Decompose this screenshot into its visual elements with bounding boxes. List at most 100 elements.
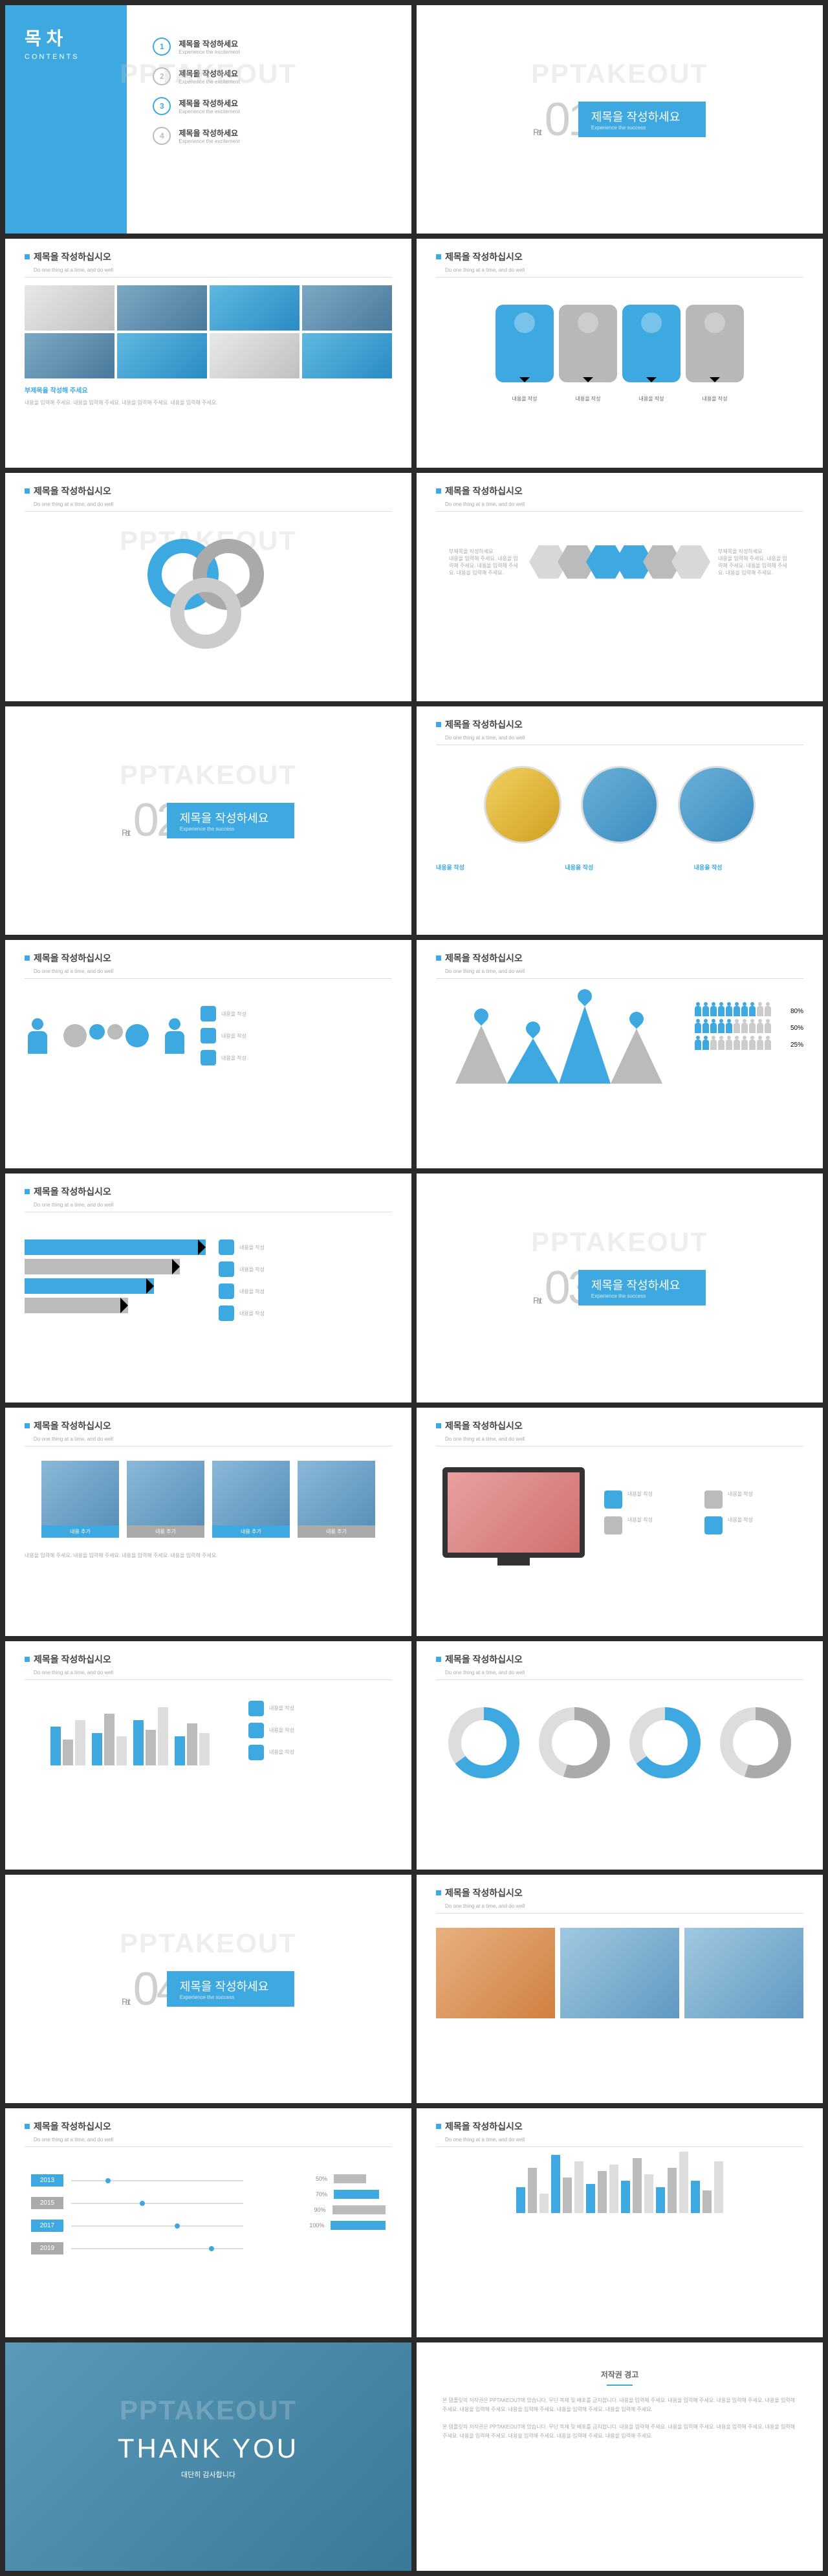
people-pct: 80% <box>790 1008 803 1015</box>
card-tag: 내용 추가 <box>127 1525 204 1538</box>
bar-chart <box>25 1688 235 1778</box>
tab-icon <box>578 312 598 333</box>
circle-image <box>484 766 561 844</box>
image-row <box>417 1921 823 2025</box>
slide-thankyou: PPTAKEOUT THANK YOU 대단히 감사합니다 <box>5 2342 411 2571</box>
mon-icon <box>704 1490 723 1509</box>
slide-arrows: 제목을 작성하십시오 Do one thing at a time, and d… <box>5 1173 411 1402</box>
section-part: Part <box>533 1295 539 1305</box>
watermark: PPTAKEOUT <box>120 1928 297 1959</box>
circle-label: 내용을 작성 <box>436 863 545 871</box>
section-sub: Experience the success <box>591 125 680 131</box>
gears-diagram: 내용을 작성 내용을 작성 내용을 작성 <box>5 987 411 1085</box>
contents-num: 1 <box>153 38 171 56</box>
card-tag: 내용 추가 <box>41 1525 119 1538</box>
legend-icon <box>248 1745 264 1760</box>
contents-item: 2제목을 작성하세요Experience the excitement <box>153 67 386 85</box>
bar <box>133 1720 144 1765</box>
bar <box>104 1714 114 1765</box>
donut-chart <box>539 1707 610 1778</box>
bar <box>50 1727 61 1765</box>
bar <box>63 1740 73 1765</box>
legend-text: 내용을 작성 <box>269 1727 294 1734</box>
flow-icon <box>219 1283 234 1299</box>
hbar-label: 90% <box>308 2207 326 2213</box>
mbar <box>551 2155 560 2213</box>
slides-grid: PPTAKEOUT 목 차 CONTENTS 1제목을 작성하세요Experie… <box>0 0 828 2576</box>
mbar <box>703 2190 712 2213</box>
slide-peaks: 제목을 작성하십시오 Do one thing at a time, and d… <box>417 940 823 1168</box>
section-sub: Experience the success <box>180 826 268 832</box>
slide-title: 제목을 작성하십시오 <box>34 1419 111 1432</box>
list-icon <box>201 1006 216 1021</box>
list-text: 내용을 작성 <box>221 1032 246 1040</box>
thank-sub: 대단히 감사합니다 <box>181 2469 235 2480</box>
tab-label: 내용을 작성 <box>622 395 681 402</box>
tab-item: 내용을 작성 <box>686 305 744 402</box>
closing-body: 본 템플릿의 저작권은 PPTAKEOUT에 있습니다. 무단 복제 및 배포를… <box>442 2423 797 2441</box>
bar <box>158 1707 168 1765</box>
image-placeholder <box>302 333 392 378</box>
timeline-year: 2013 <box>31 2174 63 2187</box>
contents-subtitle: CONTENTS <box>25 53 107 61</box>
list-icon <box>201 1050 216 1065</box>
gear-list: 내용을 작성 내용을 작성 내용을 작성 <box>201 1006 392 1065</box>
contents-item-sub: Experience the excitement <box>179 109 239 115</box>
people-row <box>695 1023 785 1033</box>
mbar <box>528 2168 537 2213</box>
tab-label: 내용을 작성 <box>686 395 744 402</box>
slide-title: 제목을 작성하십시오 <box>445 1419 523 1432</box>
section-sub: Experience the success <box>180 1994 268 2000</box>
flow-list: 내용을 작성 내용을 작성 내용을 작성 내용을 작성 <box>219 1239 392 1321</box>
circle-image <box>581 766 659 844</box>
slide-section-01: PPTAKEOUT Part01 제목을 작성하세요Experience the… <box>417 5 823 234</box>
contents-item-title: 제목을 작성하세요 <box>179 98 239 109</box>
mon-icon <box>704 1516 723 1534</box>
flow-text: 내용을 작성 <box>239 1266 265 1273</box>
pin-icon <box>574 986 594 1006</box>
arrow <box>25 1239 206 1255</box>
donuts-row <box>417 1688 823 1798</box>
section-heading: 제목을 작성하세요 <box>180 1978 268 1994</box>
desc-text: 내용을 입력해 주세요. 내용을 입력해 주세요. 내용을 입력해 주세요. 내… <box>25 399 392 408</box>
mbar <box>621 2181 630 2213</box>
slide-image-grid: 제목을 작성하십시오 Do one thing at a time, and d… <box>5 239 411 467</box>
desc-text: 내용을 입력해 주세요. 내용을 입력해 주세요. 내용을 입력해 주세요. 내… <box>25 1552 392 1560</box>
title-marker <box>25 488 30 494</box>
mbar <box>679 2152 688 2213</box>
peak <box>559 1006 611 1084</box>
title-marker <box>25 254 30 259</box>
hexagon <box>671 545 710 579</box>
circle-label: 내용을 작성 <box>694 863 803 871</box>
section-title-box: 제목을 작성하세요Experience the success <box>578 102 706 137</box>
slide-title: 제목을 작성하십시오 <box>34 1653 111 1666</box>
desc-title: 부제목을 작성해 주세요 <box>25 386 392 397</box>
card: 내용 추가 <box>41 1461 119 1538</box>
contents-item: 3 제목을 작성하세요Experience the excitement <box>153 97 386 115</box>
legend-text: 내용을 작성 <box>269 1749 294 1756</box>
mini-bar-chart <box>417 2155 823 2232</box>
hex-text-left: 부제목을 작성하세요내용을 입력해 주세요. 내용을 입력해 주세요. 내용을 … <box>436 548 534 576</box>
pin-icon <box>626 1009 646 1029</box>
slide-gears: 제목을 작성하십시오 Do one thing at a time, and d… <box>5 940 411 1168</box>
timeline-year: 2017 <box>31 2220 63 2232</box>
card-image <box>127 1461 204 1525</box>
gear-icon <box>107 1024 123 1040</box>
legend-icon <box>248 1723 264 1738</box>
flow-icon <box>219 1239 234 1255</box>
people-row <box>695 1040 785 1050</box>
mbar <box>656 2187 665 2213</box>
people-row <box>695 1006 785 1016</box>
contents-num: 3 <box>153 97 171 115</box>
slide-subtitle: Do one thing at a time, and do well <box>5 1670 411 1677</box>
slide-hexagons: 제목을 작성하십시오 Do one thing at a time, and d… <box>417 473 823 701</box>
bar <box>116 1736 127 1765</box>
mbar <box>633 2158 642 2213</box>
bar <box>175 1736 185 1765</box>
card-tag: 내용 추가 <box>298 1525 375 1538</box>
contents-title: 목 차 <box>25 25 107 50</box>
slide-title: 제목을 작성하십시오 <box>34 485 111 497</box>
title-marker <box>436 722 441 727</box>
contents-item-title: 제목을 작성하세요 <box>179 68 239 79</box>
hex-text-right: 부제목을 작성하세요내용을 입력해 주세요. 내용을 입력해 주세요. 내용을 … <box>705 548 803 576</box>
